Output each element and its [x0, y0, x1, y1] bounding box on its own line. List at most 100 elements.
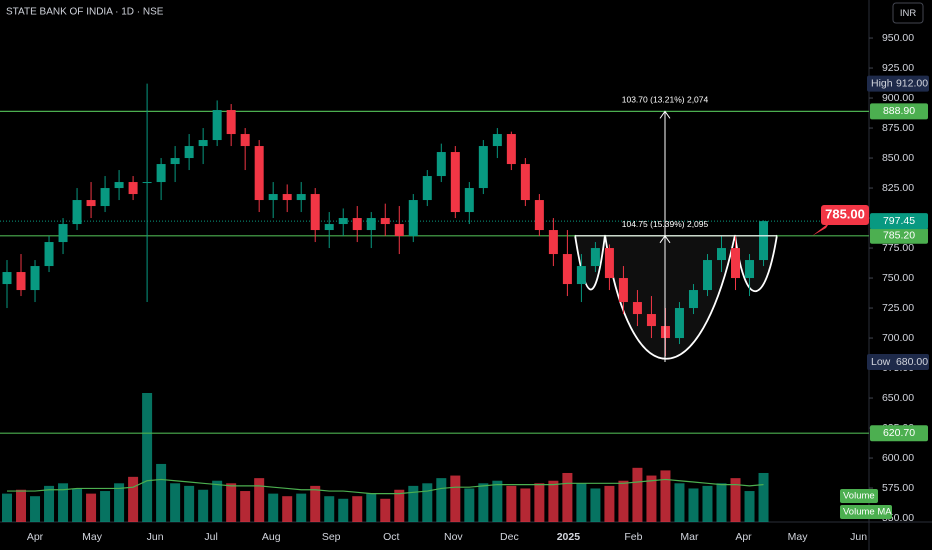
level-tag [870, 103, 928, 120]
candle-body [688, 290, 698, 309]
volume-bar [758, 472, 769, 522]
candle-body [366, 218, 376, 231]
volume-bar [380, 498, 391, 522]
x-tick-label: Apr [735, 531, 752, 543]
volume-legend-label: Volume [843, 491, 875, 502]
volume-bar [156, 463, 167, 522]
candle-body [16, 272, 26, 291]
candle-body [394, 224, 404, 237]
volume-bar [702, 485, 713, 522]
volume-bar [2, 493, 13, 522]
chart-title: STATE BANK OF INDIA · 1D · NSE [6, 7, 164, 18]
volume-bar [226, 483, 237, 522]
x-tick-label: Jul [204, 531, 217, 543]
x-tick-label: May [788, 531, 809, 543]
candle-body [492, 134, 502, 147]
candle-body [198, 140, 208, 147]
volume-bar [254, 478, 265, 522]
high-name: High [871, 77, 893, 89]
volume-legend-label: Volume MA [843, 507, 892, 518]
low-name: Low [871, 356, 891, 368]
volume-bar [282, 496, 293, 522]
candle-body [338, 218, 348, 225]
volume-bar [506, 485, 517, 522]
currency-button[interactable] [892, 2, 924, 24]
volume-bar [548, 480, 559, 522]
volume-bar [100, 491, 111, 522]
x-tick-label: Apr [27, 531, 44, 543]
volume-bar [184, 485, 195, 522]
y-tick-label: 900.00 [882, 92, 914, 104]
candle-body [282, 194, 292, 201]
candle-body [2, 272, 12, 285]
candle-body [296, 194, 306, 201]
volume-bar [128, 476, 139, 522]
candle-body [436, 152, 446, 177]
x-tick-label: Jun [850, 531, 867, 543]
y-tick-label: 725.00 [882, 302, 914, 314]
x-tick-label: 2025 [557, 531, 581, 543]
candle-body [86, 200, 96, 207]
candle-body [520, 164, 530, 201]
candle-body [114, 182, 124, 189]
candle-body [58, 224, 68, 243]
candle-body [422, 176, 432, 201]
candle-body [352, 218, 362, 231]
x-tick-label: May [82, 531, 103, 543]
x-tick-label: Oct [383, 531, 399, 543]
y-tick-label: 950.00 [882, 32, 914, 44]
y-tick-label: 775.00 [882, 242, 914, 254]
candle-body [759, 221, 769, 261]
candle-body [324, 224, 334, 231]
volume-bar [44, 485, 55, 522]
high-tag [867, 75, 929, 92]
candle-body [731, 248, 741, 279]
volume-bar [16, 489, 27, 522]
candle-body [632, 302, 642, 315]
volume-bar [142, 393, 153, 522]
y-tick-label: 825.00 [882, 182, 914, 194]
volume-bar [464, 488, 475, 522]
candle-body [716, 248, 726, 261]
volume-bar [30, 496, 41, 522]
y-tick-label: 850.00 [882, 152, 914, 164]
volume-bar [520, 488, 531, 522]
volume-bar [170, 483, 181, 522]
volume-bar [324, 496, 335, 522]
candle-body [562, 254, 572, 285]
candle-body [30, 266, 40, 291]
volume-bar [198, 489, 209, 522]
last-price-label: 797.45 [883, 215, 915, 227]
candle-body [590, 248, 600, 267]
candle-body [310, 194, 320, 231]
candle-body [745, 260, 755, 279]
volume-bar [576, 483, 587, 522]
last-price-tag [870, 213, 928, 230]
callout-label: 785.00 [825, 206, 865, 221]
level-tag [870, 425, 928, 442]
high-label: 912.00 [896, 77, 928, 89]
volume-bar [72, 488, 83, 522]
measure-arrowhead [659, 110, 671, 119]
candle-body [184, 146, 194, 159]
low-tag [867, 354, 929, 371]
callout-pointer [812, 222, 830, 237]
volume-legend-tag [840, 489, 878, 503]
candle-body [646, 314, 656, 327]
candle-body [534, 200, 544, 231]
candle-body [72, 200, 82, 225]
measure-label: 103.70 (13.21%) 2,074 [622, 95, 709, 105]
currency-label[interactable]: INR [900, 8, 917, 19]
volume-bar [730, 478, 741, 522]
candle-body [142, 182, 152, 184]
volume-bar [646, 475, 657, 522]
candle-body [128, 182, 138, 195]
volume-bar [632, 467, 643, 522]
volume-bar [450, 475, 461, 522]
volume-bar [338, 498, 349, 522]
x-tick-label: Nov [444, 531, 463, 543]
candle-body [380, 218, 390, 225]
volume-bar [408, 485, 419, 522]
measure-label: 104.75 (15.39%) 2,095 [622, 219, 709, 229]
volume-bar [688, 488, 699, 522]
